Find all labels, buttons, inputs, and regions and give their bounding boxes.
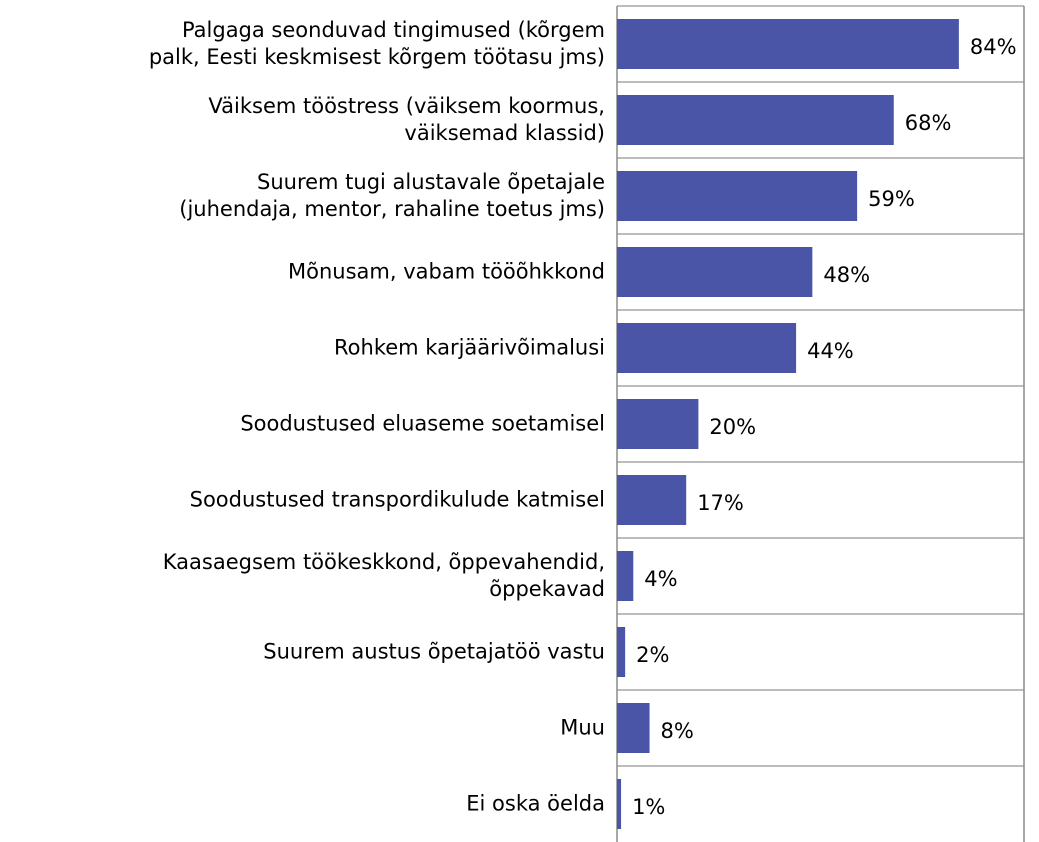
- bar: [617, 19, 959, 69]
- bar: [617, 95, 894, 145]
- category-label: Muu: [560, 715, 605, 740]
- bar: [617, 475, 687, 525]
- value-label: 17%: [697, 491, 744, 515]
- category-label: Mõnusam, vabam tööõhkkond: [288, 259, 605, 284]
- category-label: Suurem tugi alustavale õpetajale (juhend…: [179, 170, 605, 221]
- bar: [617, 399, 699, 449]
- category-label: Väiksem tööstress (väiksem koormus, väik…: [208, 94, 605, 145]
- value-label: 4%: [644, 567, 677, 591]
- bar: [617, 171, 858, 221]
- bar: [617, 779, 622, 829]
- value-label: 84%: [970, 35, 1017, 59]
- value-label: 48%: [823, 263, 870, 287]
- category-label: Rohkem karjäärivõimalusi: [334, 335, 605, 360]
- bar: [617, 703, 650, 753]
- bar: [617, 627, 626, 677]
- value-label: 44%: [807, 339, 854, 363]
- bar: [617, 247, 813, 297]
- value-label: 20%: [709, 415, 756, 439]
- value-label: 2%: [636, 643, 669, 667]
- bar: [617, 323, 797, 373]
- category-label: Kaasaegsem töökeskkond, õppevahendid, õp…: [162, 550, 605, 601]
- value-label: 8%: [661, 719, 694, 743]
- value-label: 68%: [905, 111, 952, 135]
- value-label: 59%: [868, 187, 915, 211]
- category-label: Suurem austus õpetajatöö vastu: [263, 639, 605, 664]
- bar: [617, 551, 634, 601]
- value-label: 1%: [632, 795, 665, 819]
- category-label: Ei oska öelda: [466, 791, 605, 816]
- category-label: Soodustused transpordikulude katmisel: [189, 487, 605, 512]
- category-label: Soodustused eluaseme soetamisel: [240, 411, 605, 436]
- category-label: Palgaga seonduvad tingimused (kõrgem pal…: [148, 18, 605, 69]
